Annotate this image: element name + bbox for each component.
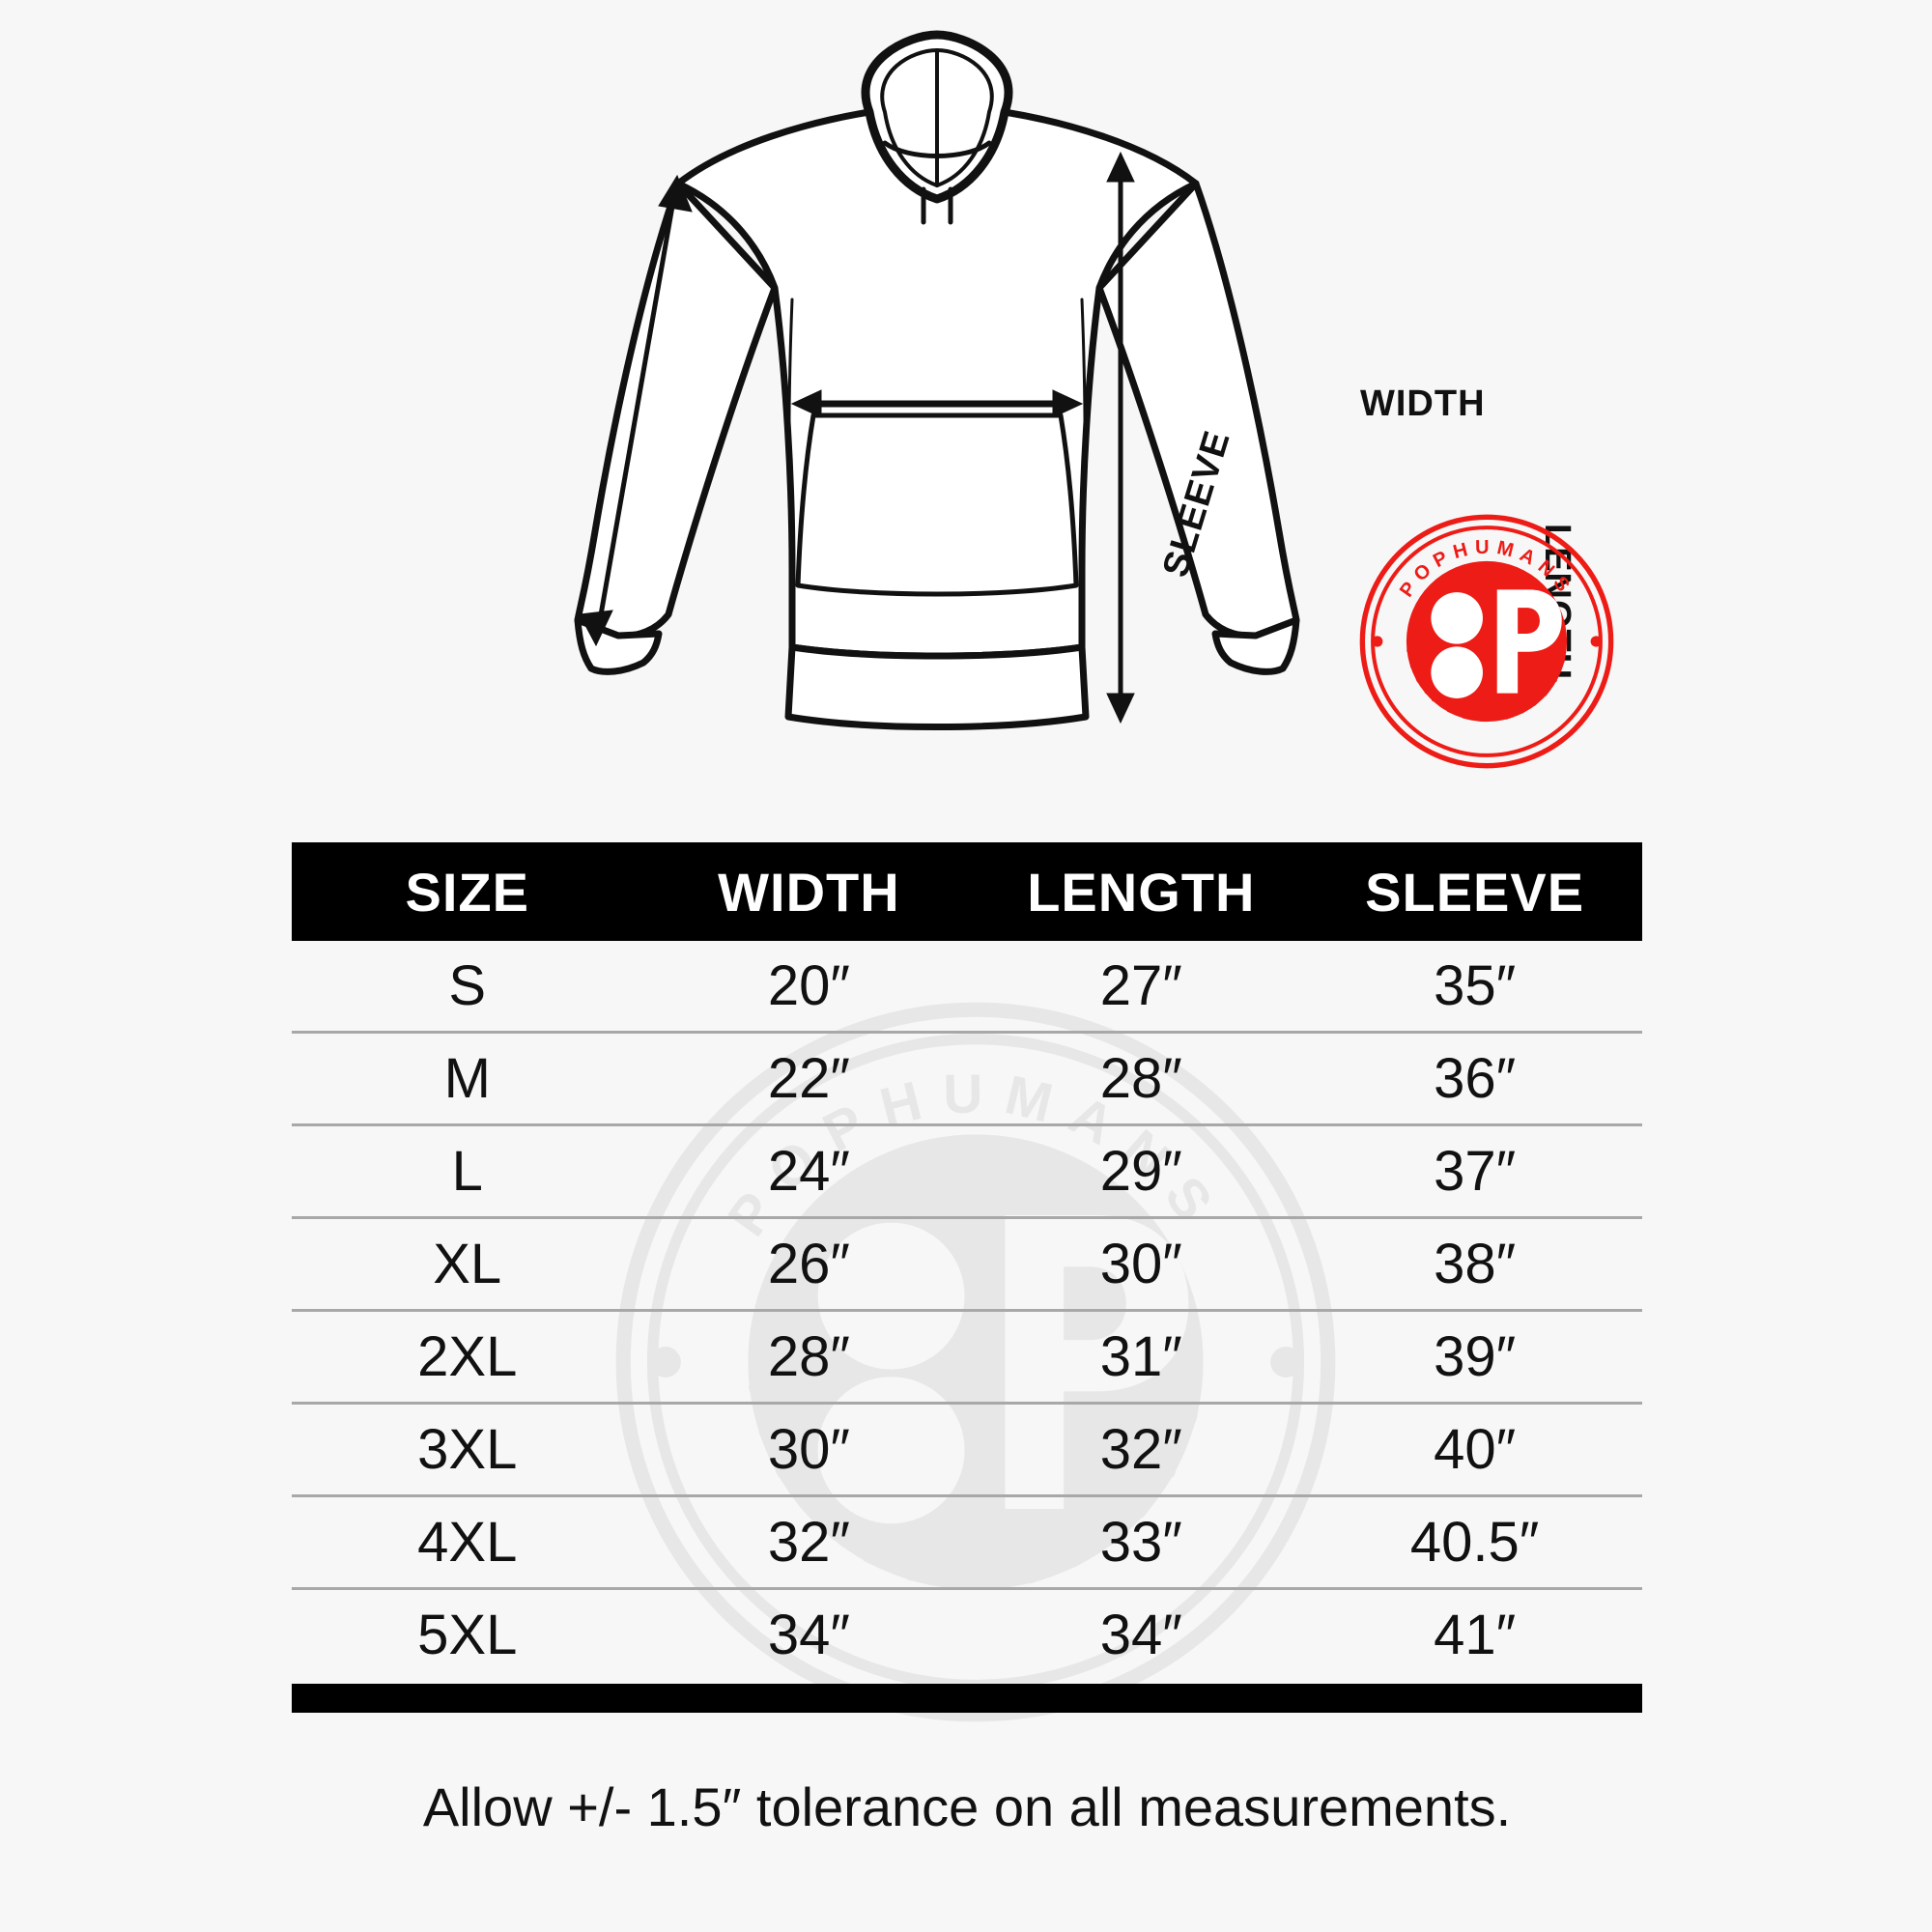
table-row: 5XL 34″ 34″ 41″ bbox=[292, 1590, 1642, 1680]
table-row: S 20″ 27″ 35″ bbox=[292, 941, 1642, 1034]
cell-size: 5XL bbox=[417, 1604, 518, 1666]
cell-length: 28″ bbox=[1099, 1047, 1182, 1110]
cell-sleeve: 40.5″ bbox=[1409, 1511, 1540, 1574]
cell-size: 3XL bbox=[417, 1418, 518, 1481]
cell-width: 32″ bbox=[767, 1511, 850, 1574]
cell-length: 29″ bbox=[1099, 1140, 1182, 1203]
table-row: 4XL 32″ 33″ 40.5″ bbox=[292, 1497, 1642, 1590]
cell-width: 30″ bbox=[767, 1418, 850, 1481]
table-row: 2XL 28″ 31″ 39″ bbox=[292, 1312, 1642, 1405]
column-header-width: WIDTH bbox=[718, 861, 900, 923]
cell-length: 30″ bbox=[1099, 1233, 1182, 1295]
pophumans-logo-badge: POPHUMANS OFFICIALLY LICENSED bbox=[1357, 512, 1616, 771]
cell-width: 22″ bbox=[767, 1047, 850, 1110]
cell-width: 20″ bbox=[767, 954, 850, 1017]
table-row: M 22″ 28″ 36″ bbox=[292, 1034, 1642, 1126]
cell-width: 28″ bbox=[767, 1325, 850, 1388]
column-header-size: SIZE bbox=[405, 861, 529, 923]
size-chart-table: SIZE WIDTH LENGTH SLEEVE S 20″ 27″ 35″ M… bbox=[292, 842, 1642, 1713]
cell-size: XL bbox=[433, 1233, 502, 1295]
cell-sleeve: 38″ bbox=[1434, 1233, 1517, 1295]
width-measurement-label: WIDTH bbox=[1360, 384, 1486, 424]
cell-width: 24″ bbox=[767, 1140, 850, 1203]
logo-monogram bbox=[1496, 589, 1562, 694]
cell-size: 4XL bbox=[417, 1511, 518, 1574]
hoodie-illustration: WIDTH LENGTH SLEEVE bbox=[502, 29, 1577, 831]
table-row: XL 26″ 30″ 38″ bbox=[292, 1219, 1642, 1312]
cell-sleeve: 35″ bbox=[1434, 954, 1517, 1017]
cell-length: 32″ bbox=[1099, 1418, 1182, 1481]
table-row: L 24″ 29″ 37″ bbox=[292, 1126, 1642, 1219]
column-header-sleeve: SLEEVE bbox=[1365, 861, 1585, 923]
cell-length: 31″ bbox=[1099, 1325, 1182, 1388]
table-header-row: SIZE WIDTH LENGTH SLEEVE bbox=[292, 842, 1642, 941]
cell-size: M bbox=[443, 1047, 491, 1110]
tolerance-note: Allow +/- 1.5″ tolerance on all measurem… bbox=[422, 1776, 1512, 1837]
cell-sleeve: 41″ bbox=[1434, 1604, 1517, 1666]
cell-width: 26″ bbox=[767, 1233, 850, 1295]
cell-sleeve: 39″ bbox=[1434, 1325, 1517, 1388]
cell-sleeve: 37″ bbox=[1434, 1140, 1517, 1203]
cell-sleeve: 40″ bbox=[1434, 1418, 1517, 1481]
cell-size: 2XL bbox=[417, 1325, 518, 1388]
cell-length: 33″ bbox=[1099, 1511, 1182, 1574]
table-footer-bar bbox=[292, 1684, 1642, 1713]
cell-sleeve: 36″ bbox=[1434, 1047, 1517, 1110]
table-row: 3XL 30″ 32″ 40″ bbox=[292, 1405, 1642, 1497]
cell-length: 34″ bbox=[1099, 1604, 1182, 1666]
cell-width: 34″ bbox=[767, 1604, 850, 1666]
cell-size: L bbox=[451, 1140, 483, 1203]
cell-length: 27″ bbox=[1099, 954, 1182, 1017]
column-header-length: LENGTH bbox=[1027, 861, 1256, 923]
cell-size: S bbox=[448, 954, 487, 1017]
table-body: S 20″ 27″ 35″ M 22″ 28″ 36″ L 24″ 29″ 37… bbox=[292, 941, 1642, 1680]
